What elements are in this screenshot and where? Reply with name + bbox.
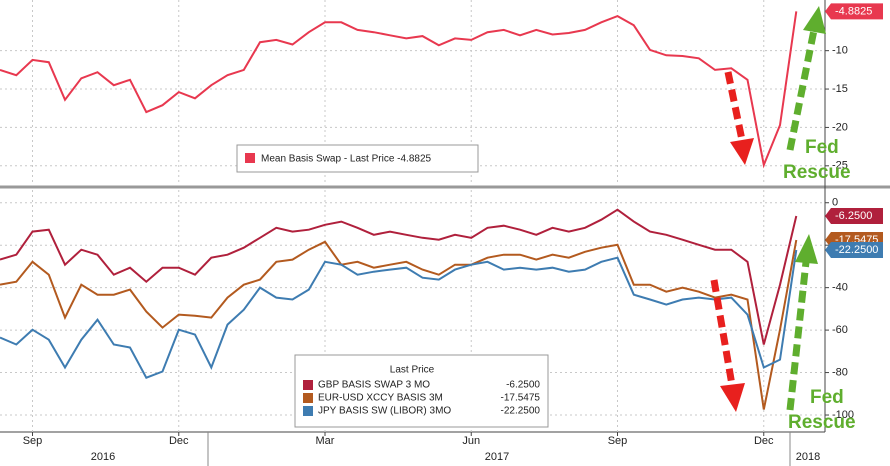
legend-swatch (303, 393, 313, 403)
legend-title: Last Price (390, 365, 435, 376)
legend-value: -17.5475 (501, 393, 541, 404)
annotation: Fed (805, 137, 839, 158)
last-price-tag: -6.2500 (825, 208, 883, 225)
series-line (0, 11, 798, 169)
marks: -10-15-20-250-20-40-60-80-100SepDecMarJu… (0, 0, 854, 463)
legend-value: -22.2500 (501, 406, 541, 417)
legend-label: JPY BASIS SW (LIBOR) 3MO (318, 406, 451, 417)
x-tick-label: Dec (754, 435, 774, 447)
legend: GBP BASIS SWAP 3 MO -6.2500 EUR-USD XCCY B… (303, 380, 540, 417)
legend-label: Mean Basis Swap - Last Price -4.8825 (261, 154, 432, 165)
x-tick-label: Mar (316, 435, 335, 447)
legend-swatch (303, 380, 313, 390)
last-price-tag: -4.8825 (825, 3, 883, 20)
y-tick-label: -40 (832, 282, 848, 294)
y-tick-label: 0 (832, 197, 838, 209)
series-line (0, 208, 798, 345)
tag-shape (825, 3, 883, 20)
year-label: 2018 (796, 451, 820, 463)
y-tick-label: -10 (832, 45, 848, 57)
arrows (710, 6, 826, 412)
year-label: 2016 (91, 451, 115, 463)
annotation: Fed (810, 387, 844, 408)
last-price-tag: -22.2500 (825, 241, 883, 258)
legend-swatch (303, 406, 313, 416)
y-tick-label: -20 (832, 121, 848, 133)
x-tick-label: Jun (462, 435, 480, 447)
legend-box (236, 144, 479, 173)
tag-label: -22.2500 (835, 244, 878, 256)
legend-value: -6.2500 (506, 380, 540, 391)
y-tick-label: -100 (832, 409, 854, 421)
y-tick-label: -60 (832, 324, 848, 336)
arrow-head (720, 383, 745, 412)
year-label: 2017 (485, 451, 509, 463)
tag-label: -4.8825 (835, 5, 872, 17)
legend-box (294, 354, 549, 428)
series-line (0, 249, 798, 379)
tag-label: -6.2500 (835, 210, 872, 222)
legend-label: GBP BASIS SWAP 3 MO (318, 380, 430, 391)
legend-swatch (245, 153, 255, 163)
annotation: Rescue (788, 412, 856, 433)
series-line (0, 239, 798, 410)
annotation: Rescue (783, 162, 851, 183)
up-arrow (786, 29, 818, 151)
arrow-head (803, 6, 826, 34)
y-tick-label: -15 (832, 83, 848, 95)
x-tick-label: Dec (169, 435, 189, 447)
tag-shape (825, 241, 883, 258)
y-tick-label: -25 (832, 160, 848, 172)
up-arrow (786, 261, 810, 411)
x-tick-label: Sep (23, 435, 43, 447)
tag-shape (825, 208, 883, 225)
x-tick-label: Sep (608, 435, 628, 447)
y-tick-label: -80 (832, 366, 848, 378)
arrow-head (795, 234, 818, 264)
down-arrow (724, 71, 746, 141)
legend-label: EUR-USD XCCY BASIS 3M (318, 393, 443, 404)
arrow-head (730, 138, 754, 165)
